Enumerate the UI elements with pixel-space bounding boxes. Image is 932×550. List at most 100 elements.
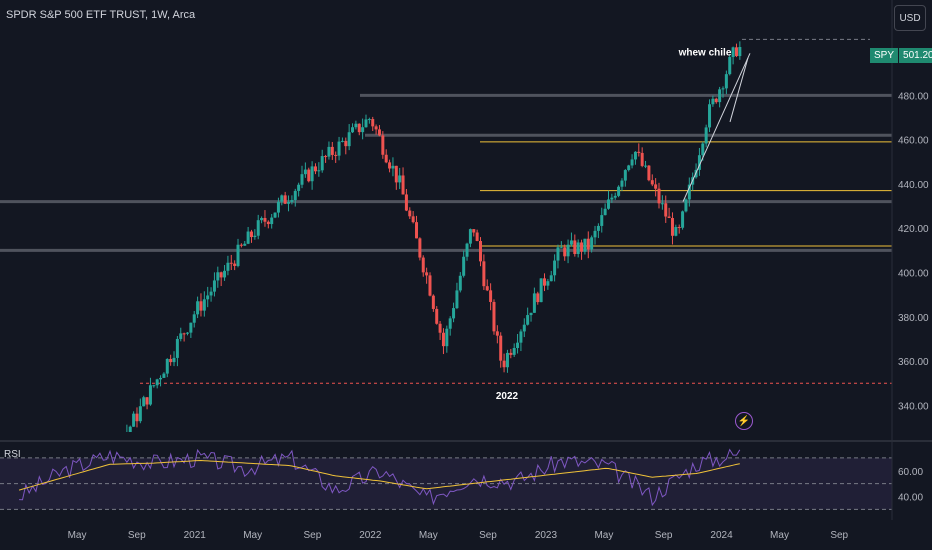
- candle-body: [411, 216, 415, 223]
- candle-body: [542, 278, 546, 286]
- candle-body: [681, 211, 685, 228]
- candle-body: [657, 188, 661, 204]
- candle-body: [701, 143, 705, 156]
- candle-body: [199, 301, 203, 311]
- candle-body: [344, 140, 348, 147]
- rsi-tick-label: 60.00: [898, 467, 923, 478]
- x-tick-label: May: [68, 530, 87, 541]
- candle-body: [283, 195, 287, 204]
- candle-body: [455, 290, 459, 309]
- last-price-badge: SPY 501.20: [870, 48, 932, 63]
- candle-body: [724, 74, 728, 89]
- y-tick-label: 360.00: [898, 357, 929, 368]
- candle-body: [374, 126, 378, 130]
- candle-body: [128, 426, 132, 432]
- candle-body: [718, 89, 722, 103]
- candle-body: [398, 175, 402, 183]
- candle-body: [667, 216, 671, 219]
- candle-body: [327, 146, 331, 157]
- candle-body: [465, 243, 469, 257]
- candle-body: [596, 225, 600, 231]
- candle-body: [388, 162, 392, 169]
- annotation-text: whew chile: [678, 48, 732, 59]
- x-tick-label: 2021: [184, 530, 207, 541]
- candle-body: [357, 123, 361, 133]
- candle-body: [606, 199, 610, 209]
- candle-body: [253, 235, 257, 238]
- x-tick-label: 2024: [710, 530, 733, 541]
- candle-body: [209, 291, 213, 296]
- candle-body: [206, 295, 210, 300]
- candle-body: [499, 335, 503, 361]
- last-price-value: 501.20: [899, 48, 932, 63]
- candle-body: [293, 190, 297, 201]
- lightning-icon[interactable]: ⚡: [735, 412, 753, 430]
- currency-button[interactable]: USD: [894, 5, 926, 31]
- y-tick-label: 340.00: [898, 401, 929, 412]
- candle-body: [330, 146, 334, 155]
- rsi-ma-line: [18, 459, 740, 491]
- candle-body: [536, 293, 540, 303]
- candle-body: [317, 170, 321, 172]
- candle-body: [435, 308, 439, 324]
- candle-body: [522, 324, 526, 332]
- candle-body: [472, 229, 476, 233]
- candle-body: [320, 156, 324, 171]
- y-tick-label: 400.00: [898, 269, 929, 280]
- candle-body: [633, 151, 637, 160]
- candle-body: [482, 261, 486, 287]
- candle-body: [300, 174, 304, 185]
- candle-body: [731, 47, 735, 58]
- candle-body: [559, 247, 563, 249]
- candle-body: [438, 323, 442, 333]
- last-price-symbol: SPY: [870, 48, 900, 63]
- candle-body: [505, 352, 509, 368]
- candle-body: [526, 315, 530, 325]
- chart-title: SPDR S&P 500 ETF TRUST, 1W, Arca: [6, 9, 196, 21]
- candle-body: [260, 217, 264, 221]
- candle-body: [613, 195, 617, 198]
- candle-body: [226, 262, 230, 271]
- candle-body: [249, 231, 253, 238]
- candle-body: [219, 272, 223, 278]
- candle-body: [684, 199, 688, 212]
- candle-body: [263, 217, 267, 222]
- y-tick-label: 380.00: [898, 313, 929, 324]
- x-tick-label: Sep: [479, 530, 497, 541]
- candle-body: [610, 197, 614, 200]
- candle-body: [162, 373, 166, 378]
- candle-body: [155, 379, 159, 386]
- candle-body: [377, 129, 381, 136]
- candle-body: [600, 215, 604, 226]
- candle-body: [553, 260, 557, 276]
- candle-body: [132, 413, 136, 427]
- candle-body: [711, 98, 715, 105]
- candle-body: [660, 203, 664, 205]
- candle-body: [734, 47, 738, 57]
- candle-body: [697, 155, 701, 170]
- candle-body: [674, 227, 678, 236]
- candle-body: [539, 278, 543, 303]
- trend-line-lower: [729, 57, 749, 123]
- y-tick-label: 440.00: [898, 180, 929, 191]
- candle-body: [441, 332, 445, 347]
- candle-body: [617, 186, 621, 196]
- candle-body: [135, 413, 139, 422]
- candle-body: [148, 385, 152, 405]
- candle-body: [196, 301, 200, 315]
- candle-body: [509, 352, 513, 355]
- candle-body: [367, 119, 371, 121]
- candle-body: [223, 270, 227, 278]
- candle-body: [192, 314, 196, 323]
- candle-body: [704, 127, 708, 144]
- candle-body: [677, 227, 681, 229]
- candle-body: [462, 256, 466, 276]
- candle-body: [670, 218, 674, 236]
- candle-body: [475, 232, 479, 241]
- candle-body: [172, 357, 176, 363]
- candle-body: [644, 165, 648, 167]
- candle-body: [728, 57, 732, 75]
- candle-body: [307, 169, 311, 182]
- candle-body: [216, 272, 220, 281]
